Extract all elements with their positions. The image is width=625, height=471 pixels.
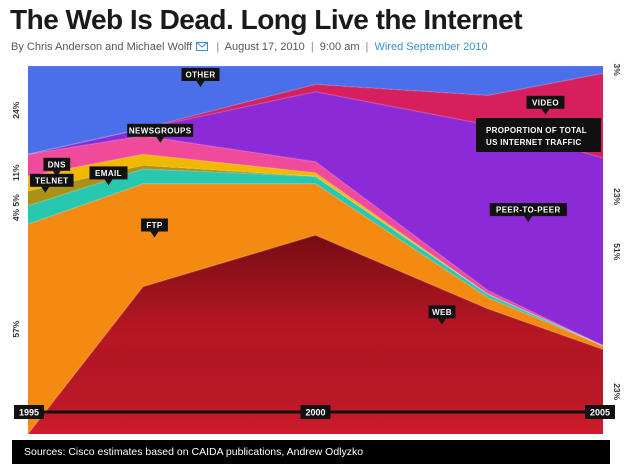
web-area-shading xyxy=(28,235,603,434)
right-axis-label: 23% xyxy=(612,383,622,400)
left-axis-label: 24% xyxy=(11,101,21,118)
traffic-area-chart: WEB FTP EMAIL TELNET DNS NEWSGROUPS PEER-TO-PE… xyxy=(11,64,622,435)
series-label-pointer xyxy=(438,318,446,325)
x-tick-label-bg xyxy=(585,405,615,419)
series-label-text: OTHER xyxy=(186,71,216,80)
series-label-text: TELNET xyxy=(35,176,69,185)
series-label-text: FTP xyxy=(146,221,163,230)
area-boundary xyxy=(27,135,604,347)
series-label-video: VIDEO xyxy=(526,95,565,115)
series-label-web: WEB xyxy=(428,305,456,325)
area-boundary xyxy=(27,153,604,347)
series-label-dns: DNS xyxy=(43,157,71,177)
byline: By Chris Anderson and Michael Wolff | Au… xyxy=(11,41,488,54)
series-label-pointer xyxy=(52,170,61,177)
series-label-newsgroups: NEWSGROUPS xyxy=(127,123,194,143)
series-label-telnet: TELNET xyxy=(30,173,74,193)
chart-axes: 1995 2000 2005 24% 11% 4% 5% 57% 3% 51% 23% 23% xyxy=(11,64,622,419)
series-label-email: EMAIL xyxy=(89,166,128,186)
left-axis-label: 4% 5% xyxy=(11,194,21,221)
proportion-label-box: PROPORTION OF TOTAL US INTERNET TRAFFIC xyxy=(476,118,601,152)
area-boundary xyxy=(27,72,604,156)
series-label-text: NEWSGROUPS xyxy=(129,126,192,135)
proportion-box-text: PROPORTION OF TOTAL xyxy=(486,126,587,135)
series-label-bg xyxy=(30,173,74,187)
series-label-peer-to-peer: PEER-TO-PEER xyxy=(489,203,567,223)
area-newsgroups xyxy=(28,135,603,346)
x-tick-label: 2005 xyxy=(590,408,610,418)
area-dns xyxy=(28,154,603,346)
series-label-pointer xyxy=(541,108,550,115)
right-axis-label: 51% xyxy=(612,243,622,260)
area-video xyxy=(28,73,603,158)
series-label-bg xyxy=(181,68,220,81)
sources-text: Sources: Cisco estimates based on CAIDA … xyxy=(24,446,364,458)
area-boundary xyxy=(27,168,604,347)
left-axis-label: 11% xyxy=(11,164,21,181)
right-axis-label: 3% xyxy=(612,64,622,77)
author-names[interactable]: By Chris Anderson and Michael Wolff xyxy=(11,41,193,53)
series-label-bg xyxy=(89,166,128,180)
right-axis-label: 23% xyxy=(612,188,622,205)
series-label-text: EMAIL xyxy=(95,169,122,178)
series-label-text: PEER-TO-PEER xyxy=(496,206,561,215)
area-boundary xyxy=(27,234,604,435)
series-label-other: OTHER xyxy=(181,68,220,87)
proportion-box-text: US INTERNET TRAFFIC xyxy=(486,138,581,147)
area-peer-to-peer xyxy=(28,91,603,346)
series-label-bg xyxy=(526,95,565,109)
email-icon[interactable] xyxy=(196,42,209,54)
area-boundary xyxy=(27,183,604,347)
byline-separator: | xyxy=(310,41,314,53)
series-label-pointer xyxy=(150,231,159,238)
series-label-pointer xyxy=(196,81,205,87)
series-label-bg xyxy=(489,203,567,217)
series-label-bg xyxy=(127,123,194,137)
area-ftp xyxy=(28,183,603,434)
issue-link[interactable]: Wired September 2010 xyxy=(374,41,488,53)
byline-separator: | xyxy=(216,41,220,53)
publish-time: 9:00 am xyxy=(319,41,360,53)
series-label-pointer xyxy=(156,136,165,143)
series-label-pointer xyxy=(104,179,113,186)
series-label-pointer xyxy=(524,216,533,223)
left-axis-label: 57% xyxy=(11,320,21,337)
proportion-box-bg xyxy=(476,118,601,152)
sources-footer: Sources: Cisco estimates based on CAIDA … xyxy=(12,440,610,464)
x-tick-label-bg xyxy=(14,405,44,419)
x-tick-label-bg xyxy=(300,405,331,419)
series-label-bg xyxy=(141,218,168,232)
area-telnet xyxy=(28,165,603,346)
series-label-bg xyxy=(43,157,71,171)
series-label-pointer xyxy=(41,186,50,193)
x-tick-label: 1995 xyxy=(19,408,39,418)
page-title: The Web Is Dead. Long Live the Internet xyxy=(10,4,523,35)
x-tick-label: 2000 xyxy=(305,408,325,418)
series-label-bg xyxy=(428,305,456,319)
byline-separator: | xyxy=(365,41,369,53)
series-labels: WEB FTP EMAIL TELNET DNS NEWSGROUPS PEER-TO-PE… xyxy=(30,68,567,325)
publish-date: August 17, 2010 xyxy=(224,41,305,53)
area-other xyxy=(28,66,603,155)
series-label-ftp: FTP xyxy=(141,218,168,238)
series-label-text: DNS xyxy=(48,160,66,169)
series-label-text: VIDEO xyxy=(532,98,559,107)
series-label-text: WEB xyxy=(432,308,452,317)
